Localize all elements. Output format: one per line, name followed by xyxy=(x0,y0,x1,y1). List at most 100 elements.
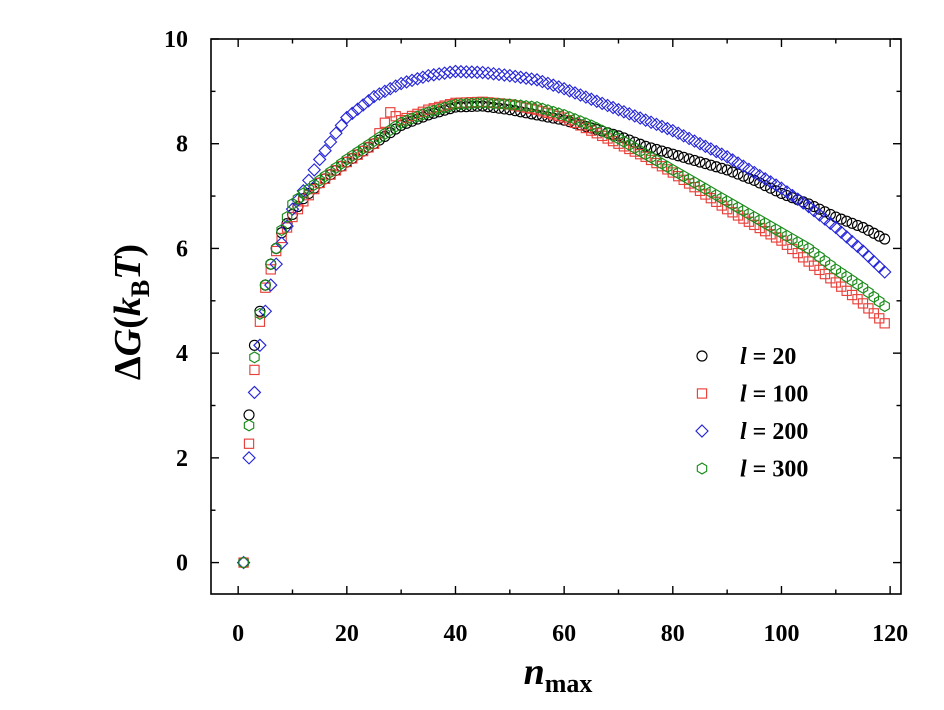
data-point xyxy=(862,224,874,236)
data-point xyxy=(796,196,811,210)
series-2 xyxy=(236,64,892,570)
data-point xyxy=(698,139,713,154)
data-point xyxy=(314,174,325,187)
data-point xyxy=(432,67,447,81)
data-point xyxy=(477,96,488,109)
data-point xyxy=(535,74,550,89)
data-point xyxy=(482,97,494,110)
data-point xyxy=(569,117,581,128)
data-point xyxy=(656,157,668,170)
x-tick-label: 40 xyxy=(443,621,467,647)
data-point xyxy=(388,79,403,93)
data-point xyxy=(683,153,695,165)
series-3 xyxy=(238,96,890,569)
x-tick-label: 100 xyxy=(763,621,799,647)
data-point xyxy=(591,128,602,139)
data-point xyxy=(879,318,890,329)
data-point xyxy=(450,98,461,111)
legend-marker xyxy=(695,424,709,438)
legend-label: l = 300 xyxy=(740,457,808,483)
data-point xyxy=(433,103,445,116)
data-point xyxy=(792,236,804,249)
data-point xyxy=(334,118,349,133)
data-point xyxy=(254,307,266,320)
data-point xyxy=(242,451,256,465)
legend-label: l = 100 xyxy=(740,382,808,408)
data-point xyxy=(803,198,815,210)
data-point xyxy=(520,99,532,113)
data-point xyxy=(704,142,718,156)
data-point xyxy=(238,556,249,569)
data-point xyxy=(863,286,874,299)
data-point xyxy=(879,233,891,245)
data-point xyxy=(254,316,266,327)
data-point xyxy=(787,232,798,246)
plot-frame xyxy=(210,38,902,595)
data-point xyxy=(298,187,309,200)
data-point xyxy=(247,385,262,400)
data-point xyxy=(732,201,744,214)
data-point xyxy=(493,97,505,110)
data-point xyxy=(662,160,673,173)
data-point xyxy=(841,215,853,227)
data-point xyxy=(709,144,724,159)
data-point xyxy=(276,232,287,244)
y-tick-label: 2 xyxy=(176,446,188,472)
data-point xyxy=(754,214,765,227)
data-point xyxy=(803,242,814,255)
series-1 xyxy=(238,96,890,568)
data-point xyxy=(678,174,689,186)
data-point xyxy=(624,143,635,155)
data-point xyxy=(726,166,739,178)
data-point xyxy=(812,208,827,222)
data-point xyxy=(716,200,727,211)
data-point xyxy=(688,154,701,167)
data-point xyxy=(394,76,408,91)
data-point xyxy=(607,135,619,147)
data-point xyxy=(671,126,686,141)
data-point xyxy=(287,211,298,223)
data-point xyxy=(379,117,391,128)
data-point xyxy=(352,146,363,159)
data-point xyxy=(444,99,456,113)
data-point xyxy=(426,68,441,82)
data-point xyxy=(825,259,836,272)
data-point xyxy=(301,173,316,188)
data-point xyxy=(774,181,789,196)
data-point xyxy=(323,135,338,149)
data-point xyxy=(513,70,528,85)
data-point xyxy=(383,81,398,96)
legend-marker xyxy=(696,388,708,399)
data-point xyxy=(613,138,624,149)
data-point xyxy=(575,120,586,131)
legend-marker xyxy=(696,462,708,475)
data-point xyxy=(693,136,707,151)
data-point xyxy=(770,223,782,236)
data-point xyxy=(835,266,847,280)
data-point xyxy=(689,181,700,193)
data-point xyxy=(781,229,793,242)
data-point xyxy=(519,71,533,85)
data-point xyxy=(851,219,864,231)
data-point xyxy=(808,200,820,213)
axis-titles: nmax ΔG(kBT) xyxy=(107,244,592,698)
data-point xyxy=(781,189,793,202)
data-point xyxy=(281,210,293,224)
data-point xyxy=(613,132,624,145)
x-tick-label: 60 xyxy=(552,621,576,647)
data-point xyxy=(461,97,472,110)
data-point xyxy=(775,187,788,200)
data-point xyxy=(846,217,858,229)
y-tick-label: 8 xyxy=(176,132,188,158)
data-point xyxy=(682,131,696,146)
data-point xyxy=(705,185,717,198)
data-point xyxy=(372,87,387,101)
data-point xyxy=(738,204,749,217)
y-tick-label: 0 xyxy=(176,551,188,577)
y-axis-title: ΔG(kBT) xyxy=(107,244,155,380)
data-point xyxy=(526,100,537,113)
data-point xyxy=(711,196,722,208)
data-point xyxy=(292,192,304,205)
data-point xyxy=(749,210,760,224)
data-point xyxy=(312,152,327,167)
